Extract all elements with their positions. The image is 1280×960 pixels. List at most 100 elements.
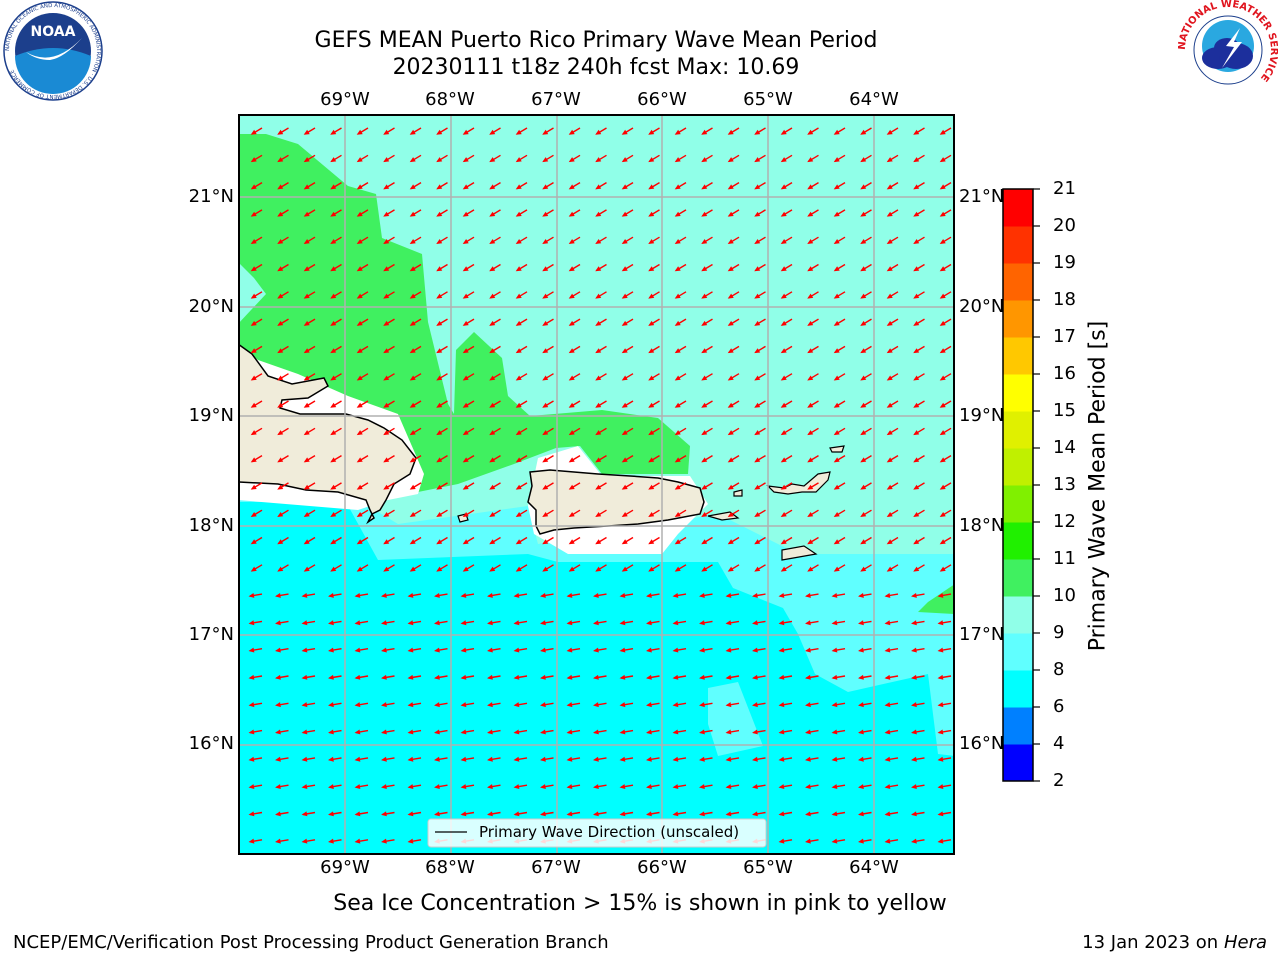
- wave-arrow: [566, 811, 581, 817]
- wave-arrow: [275, 620, 289, 626]
- wave-arrow: [462, 454, 475, 463]
- wave-arrow: [250, 536, 263, 545]
- wave-arrow: [250, 373, 263, 381]
- wave-arrow: [939, 345, 952, 354]
- wave-arrow: [831, 592, 846, 598]
- wave-arrow: [701, 263, 713, 272]
- wave-arrow: [831, 811, 846, 817]
- wave-arrow: [807, 345, 819, 354]
- wave-arrow: [939, 482, 952, 490]
- wave-arrow: [381, 838, 395, 844]
- wave-arrow: [913, 427, 925, 436]
- wave-arrow: [568, 536, 581, 545]
- wave-arrow: [913, 263, 925, 272]
- wave-arrow: [354, 729, 369, 735]
- wave-arrow: [674, 181, 687, 190]
- colorbar-ticks: [1033, 188, 1040, 782]
- wave-arrow: [354, 784, 369, 790]
- wave-arrow: [886, 209, 899, 217]
- wave-arrow: [542, 291, 554, 299]
- lon-label-bottom-69: 69°W: [320, 857, 370, 878]
- wave-arrow: [248, 838, 263, 844]
- wave-arrow: [568, 509, 581, 517]
- colorbar-segment: [1003, 633, 1033, 671]
- wave-arrow: [648, 427, 660, 436]
- wave-arrow: [354, 592, 369, 598]
- wave-arrow: [328, 702, 342, 708]
- wave-arrow: [277, 236, 289, 244]
- wave-arrow: [540, 811, 554, 817]
- wave-arrow: [860, 373, 872, 381]
- wave-arrow: [672, 784, 687, 790]
- wave-arrow: [833, 181, 846, 190]
- wave-arrow: [646, 592, 660, 598]
- wave-arrow: [595, 509, 607, 517]
- wave-arrow: [780, 427, 793, 436]
- wave-arrow: [780, 263, 793, 272]
- wave-arrow: [356, 400, 369, 408]
- wave-arrow: [330, 482, 342, 490]
- lon-label-bottom-67: 67°W: [531, 857, 581, 878]
- wave-arrow: [383, 345, 395, 354]
- wave-arrow: [275, 811, 289, 817]
- wave-arrow: [780, 509, 793, 517]
- wave-arrow: [277, 181, 289, 190]
- land-anegada: [829, 445, 845, 453]
- wave-arrow: [303, 318, 316, 326]
- wave-arrow: [303, 509, 316, 517]
- wave-arrow: [884, 838, 899, 844]
- wave-arrow: [646, 811, 660, 817]
- wave-arrow: [701, 509, 713, 517]
- wave-arrow: [648, 291, 660, 299]
- wave-arrow: [646, 647, 660, 653]
- wave-arrow: [515, 482, 528, 490]
- wave-arrow: [648, 209, 660, 217]
- footer-branch: NCEP/EMC/Verification Post Processing Pr…: [13, 932, 609, 953]
- wave-arrow: [354, 647, 369, 653]
- wave-arrow: [515, 427, 528, 436]
- wave-arrow: [460, 592, 475, 598]
- wave-arrow: [805, 674, 819, 680]
- wave-arrow: [487, 674, 501, 680]
- wave-arrow: [460, 702, 475, 708]
- footer-machine: Hera: [1223, 932, 1267, 953]
- wave-arrow: [409, 127, 422, 135]
- wave-arrow: [275, 838, 289, 844]
- wave-arrow: [568, 209, 581, 217]
- wave-arrow: [674, 154, 687, 163]
- wave-arrow: [780, 318, 793, 326]
- wave-arrow: [301, 702, 316, 708]
- wave-arrow: [913, 454, 925, 463]
- wave-arrow: [619, 729, 634, 735]
- wave-arrow: [701, 536, 713, 545]
- wave-arrow: [833, 400, 846, 408]
- wave-arrow: [356, 454, 369, 463]
- wave-arrow: [277, 318, 289, 326]
- wave-arrow: [275, 756, 289, 762]
- wave-arrow: [858, 674, 872, 680]
- colorbar-segment: [1003, 485, 1033, 523]
- wave-arrow: [515, 154, 528, 163]
- wave-arrow: [939, 564, 952, 572]
- wave-arrow: [699, 702, 713, 708]
- wave-arrow: [937, 784, 952, 790]
- wave-arrow: [939, 127, 952, 135]
- wave-arrow: [303, 181, 316, 190]
- wave-arrow: [805, 592, 819, 598]
- colorbar-segment: [1003, 670, 1033, 708]
- wave-arrow: [858, 702, 872, 708]
- wave-arrow: [593, 674, 607, 680]
- wave-arrow: [911, 729, 925, 735]
- wave-arrow: [858, 756, 872, 762]
- wave-arrow: [911, 702, 925, 708]
- wave-arrow: [913, 345, 925, 354]
- wave-arrow: [515, 127, 528, 135]
- wave-arrow: [593, 592, 607, 598]
- wave-arrow: [778, 674, 793, 680]
- wave-arrow: [833, 454, 846, 463]
- wave-arrow: [434, 729, 448, 735]
- wave-arrow: [330, 509, 342, 517]
- wave-arrow: [250, 509, 263, 517]
- wave-arrow: [913, 291, 925, 299]
- lat-label-right-18: 18°N: [959, 515, 1005, 536]
